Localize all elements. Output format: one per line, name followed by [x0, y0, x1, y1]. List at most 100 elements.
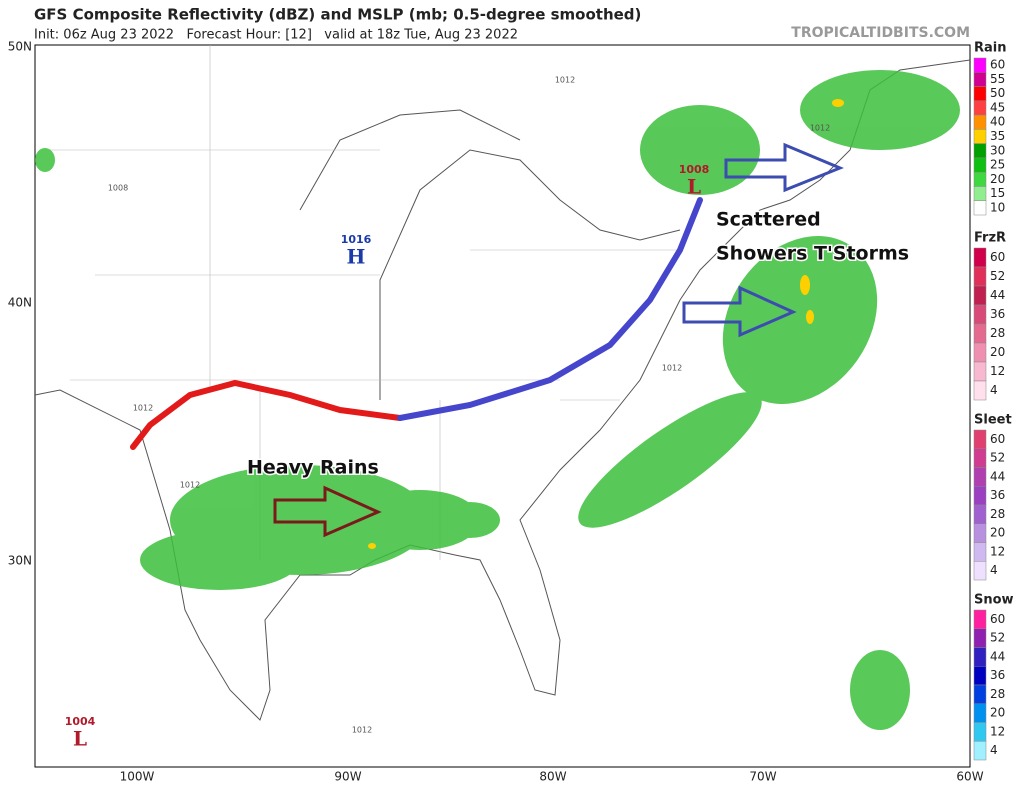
lat-label: 30N — [8, 554, 32, 568]
map-frame — [34, 44, 971, 768]
legend-tick: 4 — [990, 563, 998, 577]
lon-label: 70W — [749, 770, 776, 784]
legend-swatch — [973, 684, 987, 704]
legend-tick: 20 — [990, 172, 1005, 186]
isobar-label: 1012 — [555, 76, 575, 85]
lat-label: 40N — [8, 296, 32, 310]
legend-tick: 20 — [990, 526, 1005, 540]
pressure-value: 1008 — [679, 163, 710, 176]
legend-swatch — [973, 504, 987, 524]
legend-tick: 52 — [990, 269, 1005, 283]
pressure-letter: L — [687, 175, 701, 199]
legend-swatch — [973, 722, 987, 742]
isobar-label: 1012 — [662, 364, 682, 373]
legend-swatch — [973, 143, 987, 159]
legend-swatch — [973, 380, 987, 401]
legend-swatch — [973, 57, 987, 73]
legend-title: Snow — [974, 593, 1014, 608]
legend-tick: 12 — [990, 364, 1005, 378]
legend-swatch — [973, 561, 987, 581]
legend-swatch — [973, 467, 987, 487]
legend-tick: 4 — [990, 383, 998, 397]
stationary-front-east — [397, 197, 703, 421]
legend-swatch — [973, 247, 987, 268]
legend-swatch — [973, 200, 987, 216]
borders — [50, 45, 680, 560]
arrow — [724, 142, 844, 193]
legend-swatch — [973, 448, 987, 468]
isobar-label: 1012 — [180, 481, 200, 490]
legend-swatch — [973, 304, 987, 325]
legend-tick: 44 — [990, 288, 1005, 302]
legend-tick: 44 — [990, 649, 1005, 663]
annotation: Scattered — [716, 209, 821, 231]
legend-tick: 60 — [990, 432, 1005, 446]
legend-tick: 12 — [990, 724, 1005, 738]
lat-label: 50N — [8, 40, 32, 54]
arrow — [682, 285, 797, 338]
legend-tick: 30 — [990, 143, 1005, 157]
legend-tick: 10 — [990, 200, 1005, 214]
legend-tick: 60 — [990, 612, 1005, 626]
lon-label: 80W — [539, 770, 566, 784]
legend-tick: 52 — [990, 631, 1005, 645]
legend-swatch — [973, 129, 987, 144]
legend-swatch — [973, 361, 987, 382]
map — [34, 44, 971, 768]
legend-swatch — [973, 285, 987, 306]
lon-label: 90W — [334, 770, 361, 784]
legend-tick: 28 — [990, 507, 1005, 521]
legends: Rain6055504540353025201510FrzR6052443628… — [973, 41, 1014, 761]
legend-swatch — [973, 666, 987, 686]
legend-swatch — [973, 72, 987, 87]
legend-swatch — [973, 114, 987, 130]
arrow — [273, 485, 382, 538]
legend-tick: 36 — [990, 488, 1005, 502]
lon-label: 60W — [956, 770, 983, 784]
legend-swatch — [973, 171, 987, 187]
legend-swatch — [973, 542, 987, 562]
legend-tick: 28 — [990, 326, 1005, 340]
legend-swatch — [973, 609, 987, 629]
legend-swatch — [973, 186, 987, 201]
legend-tick: 35 — [990, 129, 1005, 143]
legend-tick: 60 — [990, 58, 1005, 72]
legend-tick: 45 — [990, 100, 1005, 114]
legend-swatch — [973, 323, 987, 344]
legend-swatch — [973, 157, 987, 173]
legend-tick: 12 — [990, 544, 1005, 558]
legend-swatch — [973, 86, 987, 102]
isobar-label: 1008 — [108, 184, 128, 193]
legend-swatch — [973, 100, 987, 116]
legend-swatch — [973, 486, 987, 506]
stationary-front-west — [130, 379, 403, 450]
pressure-letter: L — [73, 727, 87, 751]
legend-tick: 60 — [990, 250, 1005, 264]
legend-swatch — [973, 703, 987, 723]
credit: TROPICALTIDBITS.COM — [791, 25, 970, 41]
legend-swatch — [973, 741, 987, 761]
pressure-value: 1004 — [65, 715, 96, 728]
legend-title: FrzR — [974, 231, 1006, 246]
rain-areas — [35, 70, 960, 730]
lon-label: 100W — [120, 770, 155, 784]
heavy-cells — [368, 99, 844, 549]
isobar-label: 1012 — [352, 726, 372, 735]
subtitle: Init: 06z Aug 23 2022 Forecast Hour: [12… — [34, 28, 518, 43]
annotation: Showers T'Storms — [716, 243, 909, 265]
legend-swatch — [973, 647, 987, 667]
legend-swatch — [973, 628, 987, 648]
legend-tick: 4 — [990, 743, 998, 757]
legend-tick: 15 — [990, 186, 1005, 200]
legend-tick: 36 — [990, 668, 1005, 682]
pressure-letter: H — [347, 245, 366, 269]
legend-tick: 44 — [990, 469, 1005, 483]
legend-title: Sleet — [974, 413, 1012, 428]
title: GFS Composite Reflectivity (dBZ) and MSL… — [34, 6, 641, 24]
legend-tick: 20 — [990, 345, 1005, 359]
annotation: Heavy Rains — [247, 457, 379, 479]
legend-title: Rain — [974, 41, 1007, 56]
isobar-label: 1012 — [133, 404, 153, 413]
legend-tick: 20 — [990, 706, 1005, 720]
